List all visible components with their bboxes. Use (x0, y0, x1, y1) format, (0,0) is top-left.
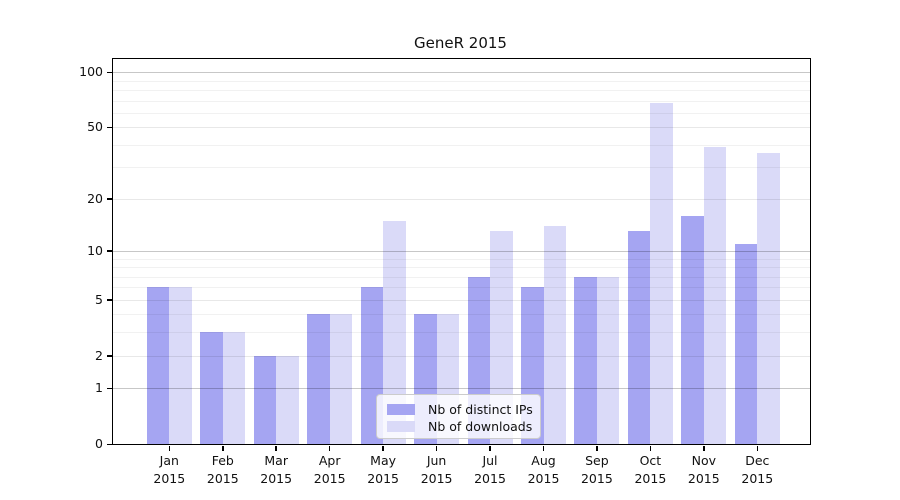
bar-jul-downloads (490, 231, 513, 444)
bar-mar-downloads (276, 355, 299, 444)
y-tick-mark-5 (106, 299, 112, 301)
x-tick-label-jul: Jul 2015 (474, 453, 506, 487)
x-tick-label-oct: Oct 2015 (634, 453, 667, 487)
plot-area: 0 1 2 5 10 20 50 100 Jan 2015 Feb 2015 Mar 2015 Apr 20… (79, 58, 811, 486)
bar-may-downloads (383, 220, 406, 444)
y-tick-mark-50 (106, 126, 112, 129)
legend-swatch-distinct-ips (387, 403, 415, 415)
x-tick-label-nov: Nov 2015 (687, 453, 720, 487)
bar-apr-distinct-ips (307, 314, 330, 444)
x-tick-mark-jul (489, 445, 491, 451)
x-tick-label-sep: Sep 2015 (580, 453, 613, 487)
y-tick-label-100: 100 (79, 64, 103, 80)
bar-nov-downloads (703, 146, 727, 444)
x-tick-mark-dec (756, 445, 758, 451)
y-tick-label-10: 10 (87, 242, 103, 258)
x-tick-mark-oct (649, 445, 652, 451)
y-tick-label-1: 1 (95, 380, 103, 396)
y-tick-label-5: 5 (95, 291, 103, 307)
bar-sep-distinct-ips (574, 276, 597, 444)
legend-item-distinct-ips: Nb of distinct IPs (387, 401, 540, 417)
bar-nov-distinct-ips (681, 215, 704, 444)
x-tick-mark-may (382, 445, 384, 451)
x-tick-label-dec: Dec 2015 (741, 453, 774, 487)
bar-apr-downloads (329, 314, 353, 444)
x-tick-label-apr: Apr 2015 (313, 453, 346, 487)
y-tick-mark-1 (106, 387, 112, 390)
bar-dec-distinct-ips (734, 243, 758, 444)
x-tick-label-feb: Feb 2015 (206, 453, 239, 487)
x-tick-label-aug: Aug 2015 (527, 453, 560, 487)
bar-oct-downloads (650, 102, 673, 444)
y-tick-label-0: 0 (95, 436, 103, 451)
x-tick-mark-apr (328, 445, 331, 451)
y-tick-label-50: 50 (87, 119, 103, 135)
y-tick-mark-0 (106, 443, 112, 445)
x-tick-mark-jun (435, 445, 438, 451)
x-tick-mark-jan (168, 445, 170, 451)
x-tick-label-may: May 2015 (367, 453, 399, 487)
x-tick-mark-nov (703, 445, 705, 451)
x-tick-label-jan: Jan 2015 (153, 453, 186, 487)
legend: Nb of distinct IPs Nb of downloads (376, 394, 541, 439)
legend-item-downloads: Nb of downloads (387, 418, 540, 434)
legend-label-downloads: Nb of downloads (428, 418, 533, 434)
bar-feb-distinct-ips (200, 332, 223, 444)
bar-sep-downloads (596, 276, 620, 444)
x-tick-mark-mar (275, 445, 277, 451)
bar-mar-distinct-ips (253, 355, 277, 444)
bars-layer (113, 59, 810, 444)
x-tick-mark-feb (222, 445, 224, 451)
y-tick-mark-100 (106, 71, 112, 74)
x-tick-mark-sep (596, 445, 598, 451)
y-tick-label-20: 20 (87, 190, 103, 206)
legend-label-distinct-ips: Nb of distinct IPs (428, 401, 533, 417)
legend-swatch-downloads (387, 420, 415, 432)
y-tick-mark-20 (106, 198, 112, 200)
y-tick-mark-2 (106, 355, 112, 357)
bar-dec-downloads (757, 153, 780, 444)
x-tick-label-mar: Mar 2015 (260, 453, 293, 487)
x-tick-label-jun: Jun 2015 (420, 453, 453, 487)
y-tick-label-2: 2 (95, 347, 103, 363)
chart-title: GeneR 2015 (414, 34, 507, 52)
bar-jan-downloads (169, 287, 192, 444)
bar-aug-downloads (543, 225, 566, 444)
bar-feb-downloads (222, 332, 246, 444)
bar-jan-distinct-ips (146, 287, 170, 444)
x-tick-mark-aug (542, 445, 545, 451)
bar-oct-distinct-ips (627, 231, 651, 444)
y-tick-mark-10 (106, 250, 112, 252)
